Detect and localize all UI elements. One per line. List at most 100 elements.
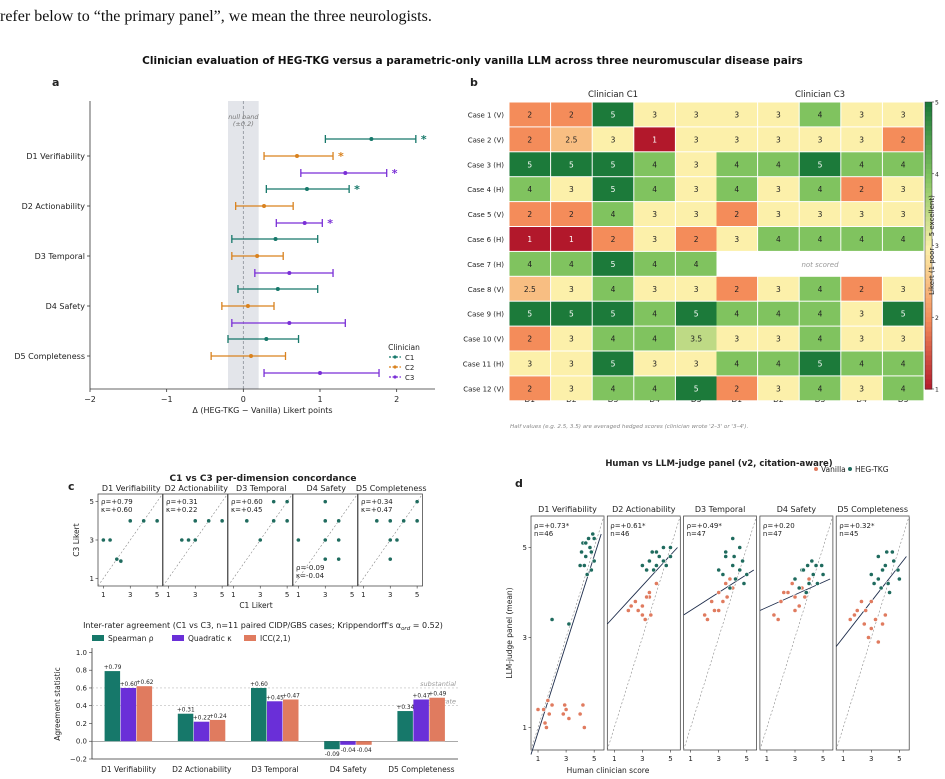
scatter-point-heg	[882, 563, 888, 568]
stat-rho-d: ρ=+0.49*	[687, 522, 723, 530]
scatter-point-vanilla	[562, 702, 568, 708]
bar-spearman	[177, 713, 194, 742]
colorbar-segment	[925, 326, 932, 333]
heatmap-cell-value: 4	[776, 160, 781, 169]
scatter-point-heg	[654, 563, 659, 568]
heatmap-cell-value: 3	[652, 235, 657, 244]
heatmap-cell	[675, 152, 717, 177]
colorbar-segment	[925, 331, 932, 337]
x-tick-label-c: 3	[323, 591, 327, 599]
heatmap-cell	[882, 227, 924, 251]
scatter-point-heg	[875, 576, 881, 582]
subplot-title-c: D4 Safety	[307, 484, 347, 493]
colorbar-segment	[925, 269, 932, 275]
heatmap-cell	[758, 326, 799, 351]
heatmap-cell-value: 5	[901, 310, 906, 319]
legend-marker-a	[393, 365, 397, 369]
scatter-point-vanilla	[654, 581, 659, 586]
point-c1	[275, 287, 280, 291]
heatmap-row-label: Case 7 (H)	[467, 261, 504, 269]
x-tick-label-d: 5	[745, 755, 749, 763]
scatter-point-heg	[875, 554, 881, 559]
heatmap-cell-value: 4	[818, 384, 823, 393]
scatter-point-vanilla	[549, 702, 555, 708]
x-tick-label-a: 2	[394, 395, 399, 404]
scatter-point-vanilla	[642, 617, 648, 622]
scatter-point-c	[284, 518, 290, 524]
heatmap-cell-value: 2	[527, 110, 532, 119]
bar-icc21	[429, 697, 445, 742]
colorbar-segment	[925, 154, 932, 160]
colorbar-segment	[925, 183, 932, 189]
x-tick-label-d: 5	[592, 755, 596, 763]
scatter-point-heg	[584, 572, 590, 577]
heatmap-cell-value: 5	[611, 185, 616, 194]
scatter-point-c	[100, 537, 106, 543]
scatter-point-c	[295, 537, 301, 543]
colorbar-segment	[925, 221, 932, 227]
x-tick-label-c2: D4 Safety	[330, 765, 367, 774]
point-c2	[249, 354, 253, 358]
heatmap-cell-value: 4	[818, 235, 823, 244]
scatter-point-vanilla	[716, 608, 722, 613]
chart-title-c: C1 vs C3 per-dimension concordance	[170, 474, 357, 484]
y-axis-label-c: C3 Likert	[72, 523, 81, 556]
x-tick-label-c: 3	[258, 591, 262, 599]
heatmap-cell	[841, 177, 882, 202]
heatmap-row-label: Case 4 (H)	[467, 186, 504, 194]
heatmap-cell	[799, 152, 841, 177]
bar-quadratic	[267, 701, 283, 742]
heatmap-cell	[675, 127, 717, 152]
colorbar-segment	[925, 312, 932, 318]
bar-value-label: -0.09	[325, 752, 340, 758]
scatter-point-vanilla	[709, 599, 715, 604]
heatmap-cell-value: 4	[611, 285, 616, 294]
bar-quadratic	[193, 721, 210, 742]
x-tick-label-d: 3	[869, 755, 873, 763]
scatter-point-vanilla	[639, 612, 645, 618]
heatmap-cell-value: 4	[611, 384, 616, 393]
scatter-point-heg	[661, 545, 666, 550]
heatmap-cell	[551, 301, 592, 326]
heatmap-cell-value: 3	[734, 235, 739, 244]
heatmap-cell-value: 4	[652, 384, 657, 393]
stat-n-d: n=46	[534, 530, 554, 538]
heatmap-cell	[675, 251, 717, 276]
heatmap-cell-value: 3	[694, 285, 699, 294]
heatmap-cell-value: 2.5	[565, 135, 577, 144]
heatmap-cell	[675, 102, 717, 127]
heatmap-row-label: Case 2 (V)	[468, 136, 505, 144]
heatmap-cell	[509, 301, 551, 326]
scatter-point-c	[154, 518, 160, 524]
heatmap-cell	[551, 351, 592, 376]
x-tick-label-c2: D2 Actionability	[172, 765, 232, 774]
legend-label-a: C3	[405, 374, 414, 382]
heatmap-cell	[551, 202, 592, 226]
heatmap-cell	[634, 351, 675, 376]
heatmap-cell-value: 3	[652, 285, 657, 294]
heatmap-cell	[592, 376, 634, 401]
title-subscript: ord	[401, 626, 411, 632]
colorbar-tick-label: 4	[935, 171, 939, 178]
scatter-point-heg	[668, 545, 673, 550]
scatter-point-c	[336, 518, 342, 524]
colorbar-segment	[925, 102, 932, 108]
y-tick-label-a: D1 Verifiability	[26, 152, 85, 161]
heatmap-cell-value: 2	[734, 285, 739, 294]
stat-n-d: n=47	[763, 530, 782, 538]
reference-line-label: substantial	[420, 680, 456, 688]
scatter-point-heg	[716, 567, 722, 573]
scatter-point-heg	[741, 581, 747, 586]
heatmap-cell	[551, 177, 592, 202]
heatmap-row-label: Case 10 (V)	[463, 336, 504, 344]
bar-icc21	[136, 686, 153, 742]
heatmap-cell	[675, 351, 717, 376]
heatmap-cell-value: 2	[569, 110, 574, 119]
subplot-title-d: D3 Temporal	[695, 505, 745, 514]
stat-kappa-c: κ=+0.47	[361, 506, 392, 514]
scatter-point-c	[394, 537, 400, 543]
heatmap-cell-value: 3	[818, 210, 823, 219]
y-axis-label-c2: Agreement statistic	[53, 667, 62, 741]
heatmap-cell-value: 2	[734, 384, 739, 393]
scatter-point-heg	[668, 554, 673, 559]
